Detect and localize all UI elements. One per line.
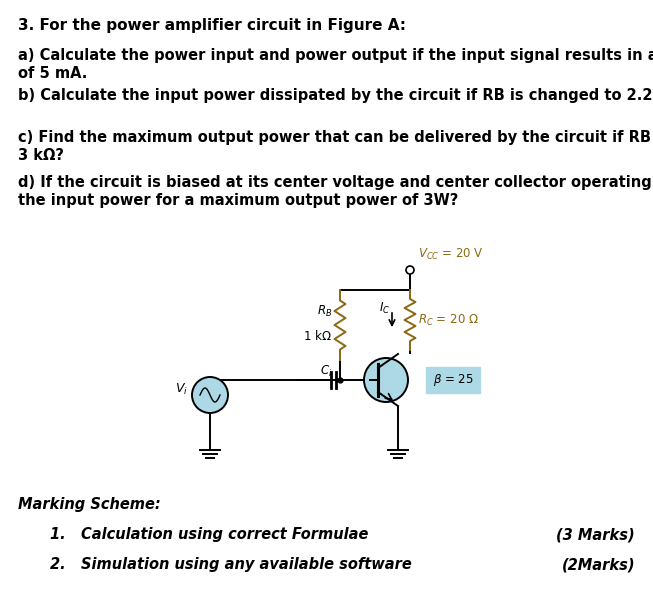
Text: $V_i$: $V_i$ [175,381,188,397]
Text: (2Marks): (2Marks) [562,557,635,572]
Text: 3. For the power amplifier circuit in Figure A:: 3. For the power amplifier circuit in Fi… [18,18,406,33]
Text: b) Calculate the input power dissipated by the circuit if RB is changed to 2.2kΩ: b) Calculate the input power dissipated … [18,88,653,103]
Text: (3 Marks): (3 Marks) [556,527,635,542]
Text: $R_B$: $R_B$ [317,304,332,319]
Text: $R_C$ = 20 $\Omega$: $R_C$ = 20 $\Omega$ [418,313,479,327]
Text: $C_i$: $C_i$ [319,364,332,379]
Text: 2.   Simulation using any available software: 2. Simulation using any available softwa… [50,557,412,572]
Text: Marking Scheme:: Marking Scheme: [18,497,161,512]
Text: d) If the circuit is biased at its center voltage and center collector operating: d) If the circuit is biased at its cente… [18,175,653,208]
Text: c) Find the maximum output power that can be delivered by the circuit if RB is c: c) Find the maximum output power that ca… [18,130,653,163]
Text: $\beta$ = 25: $\beta$ = 25 [433,372,473,388]
Text: 1.   Calculation using correct Formulae: 1. Calculation using correct Formulae [50,527,368,542]
Circle shape [406,266,414,274]
FancyBboxPatch shape [426,367,480,393]
Text: a) Calculate the power input and power output if the input signal results in a b: a) Calculate the power input and power o… [18,48,653,81]
Text: 1 k$\Omega$: 1 k$\Omega$ [304,329,332,343]
Circle shape [192,377,228,413]
Circle shape [364,358,408,402]
Text: $V_{CC}$ = 20 V: $V_{CC}$ = 20 V [418,247,484,262]
Text: $I_C$: $I_C$ [379,300,390,316]
